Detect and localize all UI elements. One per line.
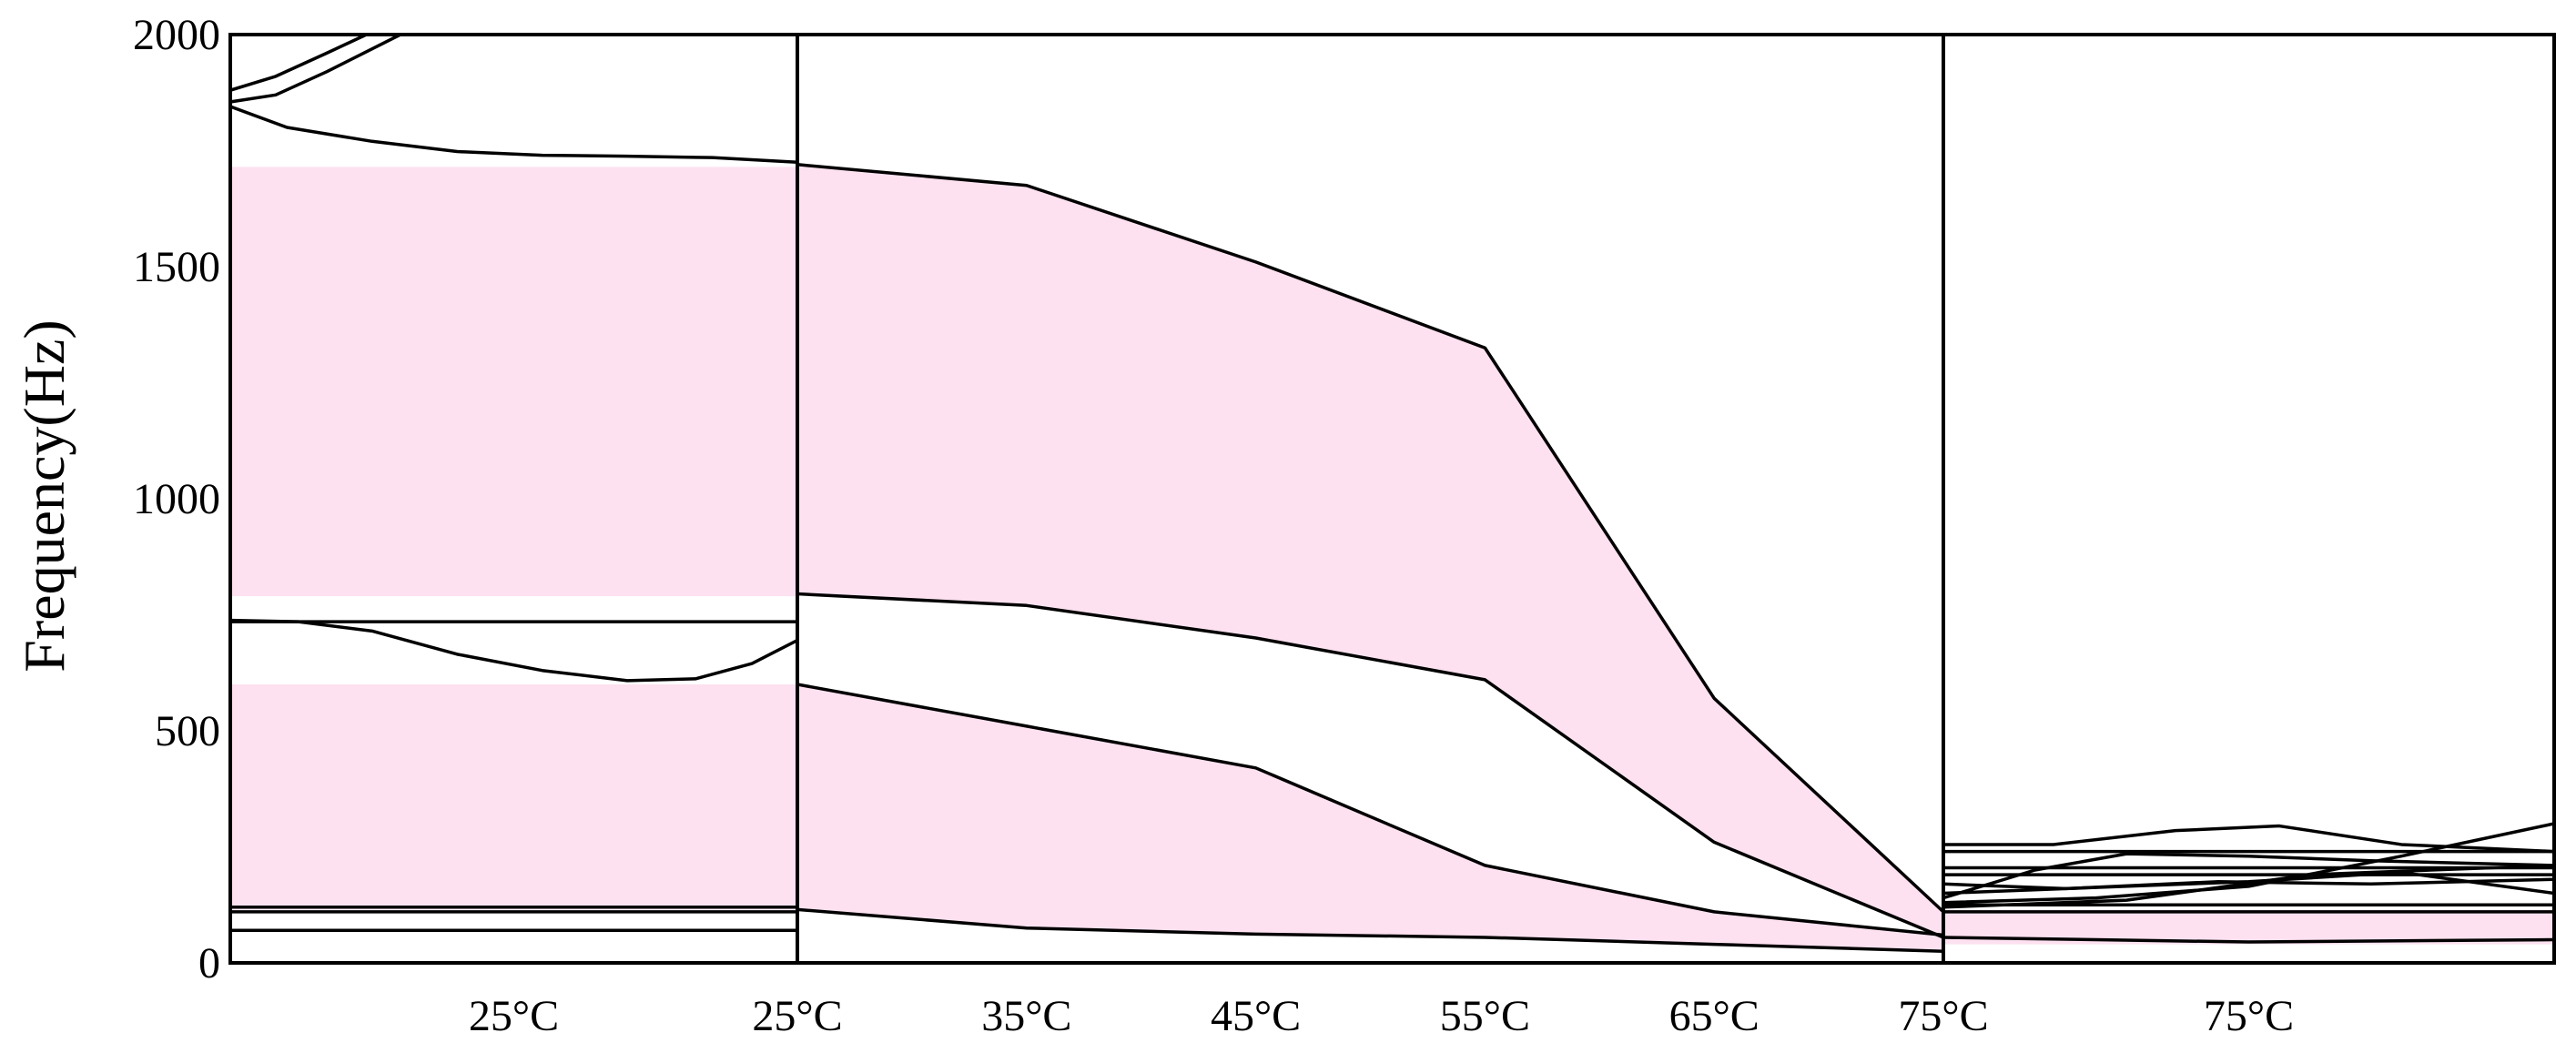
curve-right-3	[1943, 852, 2554, 900]
band-gap-right-1	[1943, 909, 2554, 945]
band-gap-left-2	[230, 684, 797, 910]
y-tick-label-4: 1500	[133, 243, 220, 291]
y-tick-label-2: 500	[155, 707, 220, 755]
curve-left-5	[230, 618, 797, 683]
x-tick-label-middle-3: 45°C	[1211, 992, 1301, 1040]
curve-middle-2	[797, 592, 1943, 939]
curve-right-9	[1943, 870, 2554, 896]
curve-middle-1	[797, 163, 1943, 914]
x-tick-label-middle-4: 55°C	[1440, 992, 1530, 1040]
curves-right	[1943, 822, 2554, 944]
panel-middle	[796, 33, 1945, 965]
x-tick-label-middle-2: 35°C	[981, 992, 1071, 1040]
panel-frame-right	[1942, 33, 2556, 965]
curve-left-3	[230, 105, 797, 164]
y-axis: 0 500 1000 1500 2000	[133, 11, 220, 987]
panel-left	[228, 33, 799, 965]
curve-right-12	[1943, 936, 2554, 944]
panel-right	[1942, 33, 2556, 965]
x-tick-label-middle-1: 25°C	[752, 992, 842, 1040]
y-tick-label-3: 1000	[133, 475, 220, 523]
x-tick-label-right-1: 75°C	[2204, 992, 2294, 1040]
x-axis: 25°C 25°C 35°C 45°C 55°C 65°C 75°C 75°C	[469, 992, 2294, 1040]
y-tick-label-1: 0	[198, 939, 220, 987]
x-tick-label-middle-5: 65°C	[1669, 992, 1760, 1040]
y-axis-title: Frequency(Hz)	[12, 319, 76, 672]
band-gap-left-1	[230, 167, 797, 597]
plot-area	[228, 33, 2556, 965]
x-tick-label-left-1: 25°C	[469, 992, 559, 1040]
curve-middle-3	[797, 683, 1943, 937]
curves-middle	[797, 163, 1943, 953]
curve-right-1	[1943, 824, 2554, 854]
curve-right-7	[1943, 822, 2554, 905]
y-tick-label-5: 2000	[133, 11, 220, 59]
curves-left	[230, 35, 797, 933]
curve-left-2	[230, 35, 797, 104]
band-gap-middle-1	[797, 164, 1943, 937]
curve-middle-4	[797, 907, 1943, 953]
curve-left-1	[230, 35, 368, 92]
x-tick-label-middle-6: 75°C	[1898, 992, 1988, 1040]
